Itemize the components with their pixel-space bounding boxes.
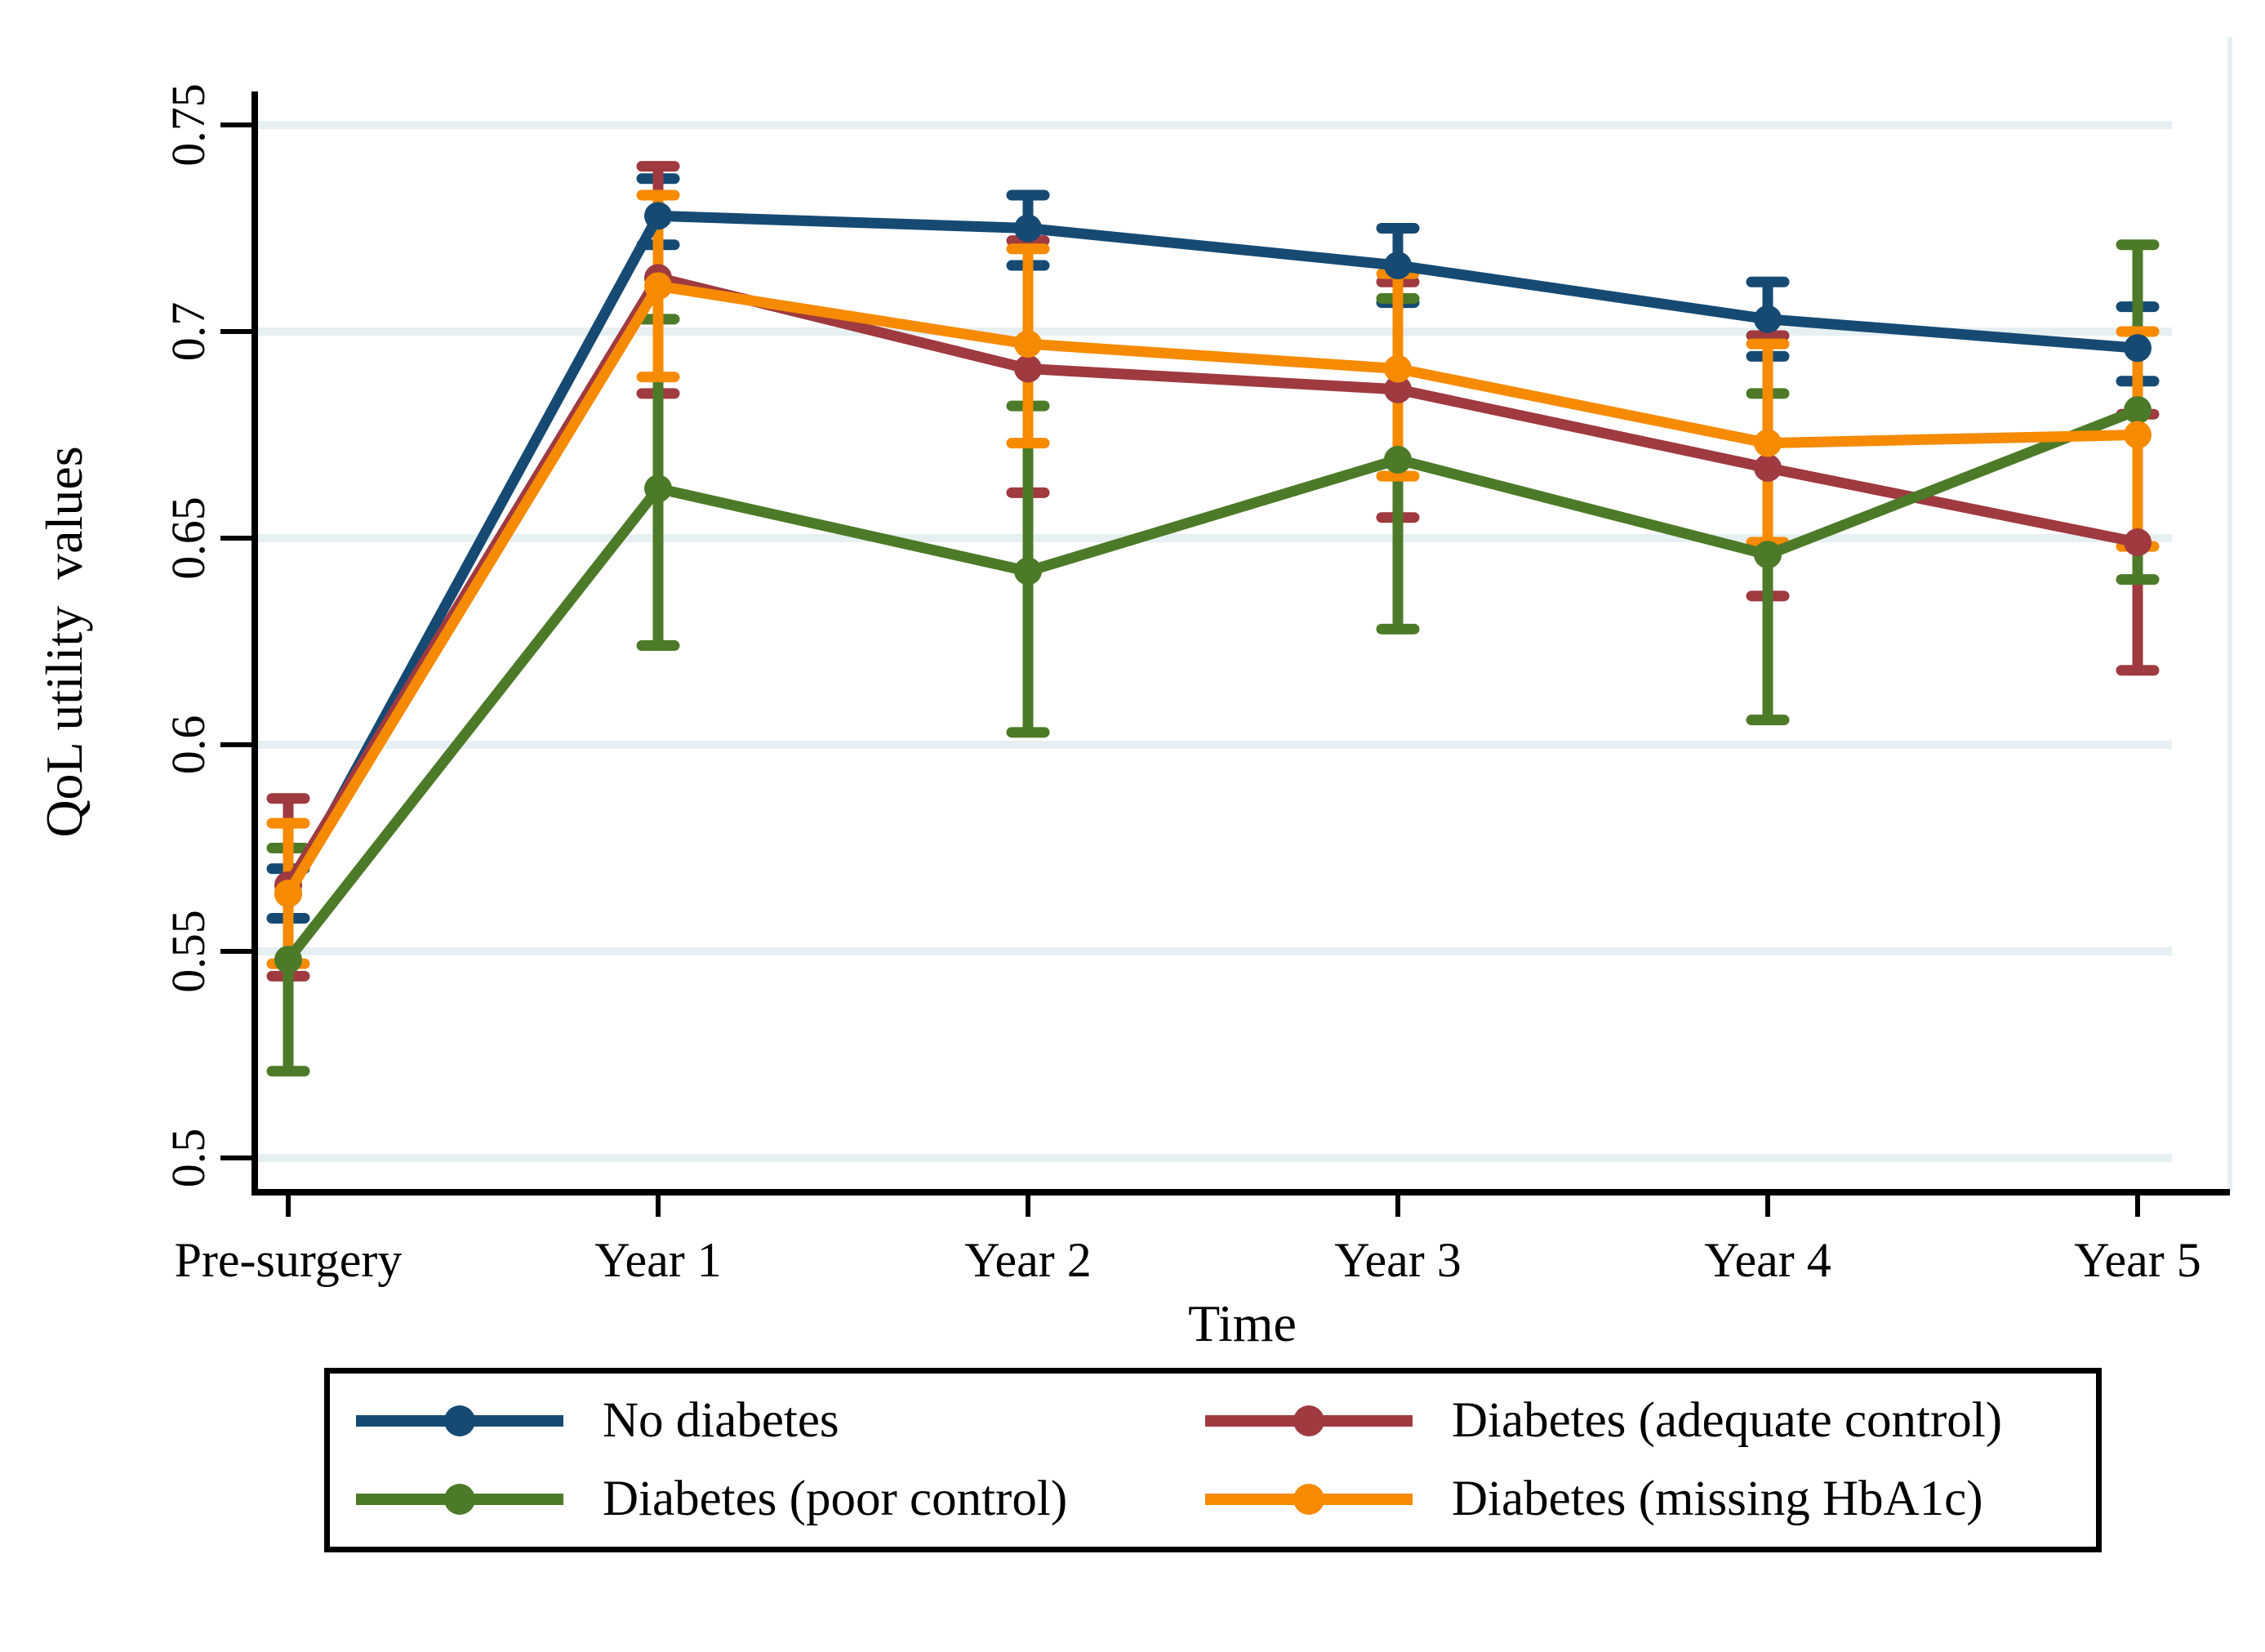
x-tick-label: Year 5: [2074, 1233, 2201, 1287]
data-point-no-diabetes: [2124, 334, 2152, 363]
legend-item-diabetes-missing-hba1c: Diabetes (missing HbA1c): [1202, 1460, 2096, 1538]
x-tick-label: Year 1: [594, 1233, 722, 1287]
error-bars-no-diabetes: [266, 173, 2160, 924]
data-point-diabetes-poor-control: [2124, 396, 2152, 425]
legend-item-diabetes-adequate-control: Diabetes (adequate control): [1202, 1382, 2096, 1460]
data-point-no-diabetes: [1014, 214, 1042, 243]
data-point-diabetes-missing-hba1c: [274, 879, 302, 908]
data-point-no-diabetes: [1754, 305, 1782, 333]
data-point-diabetes-adequate-control: [1754, 453, 1782, 482]
error-bars-diabetes-adequate-control: [266, 161, 2160, 982]
data-point-diabetes-missing-hba1c: [2124, 421, 2152, 449]
y-tick-label: 0.5: [162, 1129, 215, 1188]
line-circle-marker-icon: [1205, 1405, 1413, 1436]
x-axis-title: Time: [1188, 1294, 1297, 1352]
data-point-diabetes-poor-control: [274, 946, 302, 974]
data-point-diabetes-adequate-control: [1014, 354, 1042, 383]
line-circle-marker-icon: [1205, 1484, 1413, 1515]
series-diabetes-poor-control: [274, 396, 2152, 974]
line-circle-marker-icon: [356, 1484, 563, 1515]
legend-label: No diabetes: [603, 1393, 839, 1448]
legend-item-diabetes-poor-control: Diabetes (poor control): [353, 1460, 1202, 1538]
y-tick-label: 0.65: [162, 496, 215, 580]
data-point-diabetes-adequate-control: [2124, 528, 2152, 557]
error-bars-diabetes-poor-control: [266, 239, 2160, 1077]
data-point-no-diabetes: [644, 202, 672, 230]
data-point-diabetes-poor-control: [1384, 445, 1412, 474]
legend-item-no-diabetes: No diabetes: [353, 1382, 1202, 1460]
y-tick-label: 0.7: [162, 302, 215, 362]
x-tick-label: Year 4: [1704, 1233, 1831, 1287]
series-diabetes-missing-hba1c: [274, 272, 2152, 908]
gridlines: [256, 121, 2172, 1162]
y-tick-label: 0.55: [162, 910, 215, 993]
y-axis-title: QoL utility values: [35, 446, 93, 837]
data-point-diabetes-poor-control: [1754, 541, 1782, 569]
data-point-diabetes-missing-hba1c: [1754, 429, 1782, 457]
axes: 0.5 0.55 0.6 0.65 0.7 0.75 Pre-surgery Year 1 Ye…: [35, 83, 2230, 1352]
data-point-diabetes-missing-hba1c: [1384, 354, 1412, 383]
x-tick-label: Year 2: [964, 1233, 1092, 1287]
data-point-diabetes-missing-hba1c: [1014, 330, 1042, 358]
data-point-diabetes-adequate-control: [1384, 375, 1412, 403]
x-tick-label: Year 3: [1334, 1233, 1462, 1287]
data-point-diabetes-missing-hba1c: [644, 272, 672, 301]
line-circle-marker-icon: [356, 1405, 563, 1436]
y-tick-label: 0.6: [162, 715, 215, 775]
y-tick-label: 0.75: [162, 83, 215, 167]
legend-label: Diabetes (poor control): [603, 1472, 1068, 1526]
data-point-diabetes-poor-control: [1014, 557, 1042, 586]
legend-label: Diabetes (adequate control): [1452, 1393, 2003, 1448]
error-bars-diabetes-missing-hba1c: [266, 189, 2160, 969]
legend: No diabetes Diabetes (adequate control) …: [324, 1368, 2102, 1552]
x-tick-label: Pre-surgery: [175, 1233, 403, 1287]
data-point-no-diabetes: [1384, 252, 1412, 280]
data-point-diabetes-poor-control: [644, 474, 672, 503]
series-no-diabetes: [274, 202, 2152, 908]
legend-label: Diabetes (missing HbA1c): [1452, 1472, 1983, 1526]
